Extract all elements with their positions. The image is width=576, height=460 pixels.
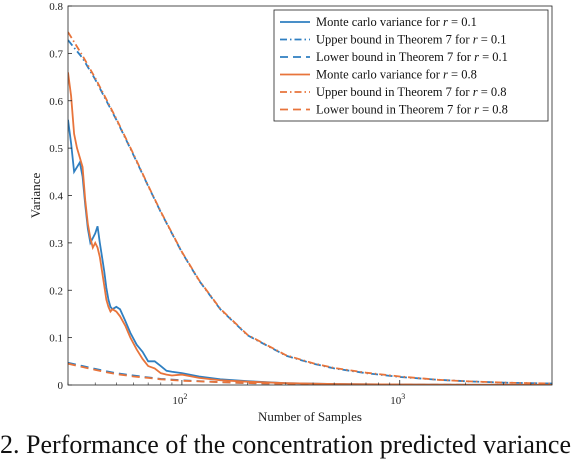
plot-lines xyxy=(68,31,552,385)
series-line-5 xyxy=(68,31,552,385)
legend-entry: Lower bound in Theorem 7 for r = 0.8 xyxy=(316,103,508,117)
y-tick-label: 0.1 xyxy=(49,333,63,345)
x-tick-exponent: 2 xyxy=(183,392,187,401)
y-tick-label: 0.2 xyxy=(49,285,63,297)
series-line-4 xyxy=(68,72,552,385)
legend-entry: Lower bound in Theorem 7 for r = 0.1 xyxy=(316,50,508,64)
series-line-3 xyxy=(68,361,552,385)
series-line-1 xyxy=(68,119,552,385)
x-tick-label: 102 xyxy=(172,392,187,407)
x-axis-label: Number of Samples xyxy=(258,409,362,424)
y-tick-label: 0.5 xyxy=(49,143,63,155)
axis-ticks: 0 0.1 0.2 0.3 0.4 0.5 0.6 0.7 0.8 102 103 xyxy=(49,1,553,407)
legend-box xyxy=(273,9,549,122)
y-tick-label: 0.3 xyxy=(49,238,63,250)
legend-entry: Upper bound in Theorem 7 for r = 0.1 xyxy=(316,33,507,47)
legend-entry: Monte carlo variance for r = 0.1 xyxy=(316,15,477,29)
legend-entry: Monte carlo variance for r = 0.8 xyxy=(316,68,477,82)
y-tick-label: 0 xyxy=(58,380,64,392)
y-tick-label: 0.4 xyxy=(49,191,63,203)
y-tick-label: 0.6 xyxy=(49,96,63,108)
legend-entry: Upper bound in Theorem 7 for r = 0.8 xyxy=(316,85,507,99)
y-tick-label: 0.7 xyxy=(49,48,63,60)
legend: Monte carlo variance for r = 0.1 Upper bo… xyxy=(273,9,549,122)
y-tick-label: 0.8 xyxy=(49,1,63,13)
figure-caption: 2. Performance of the concentration pred… xyxy=(0,430,571,459)
x-tick-label: 103 xyxy=(390,392,405,407)
series-line-6 xyxy=(68,362,552,385)
x-tick-exponent: 3 xyxy=(401,392,405,401)
y-axis-label: Variance xyxy=(28,173,43,219)
